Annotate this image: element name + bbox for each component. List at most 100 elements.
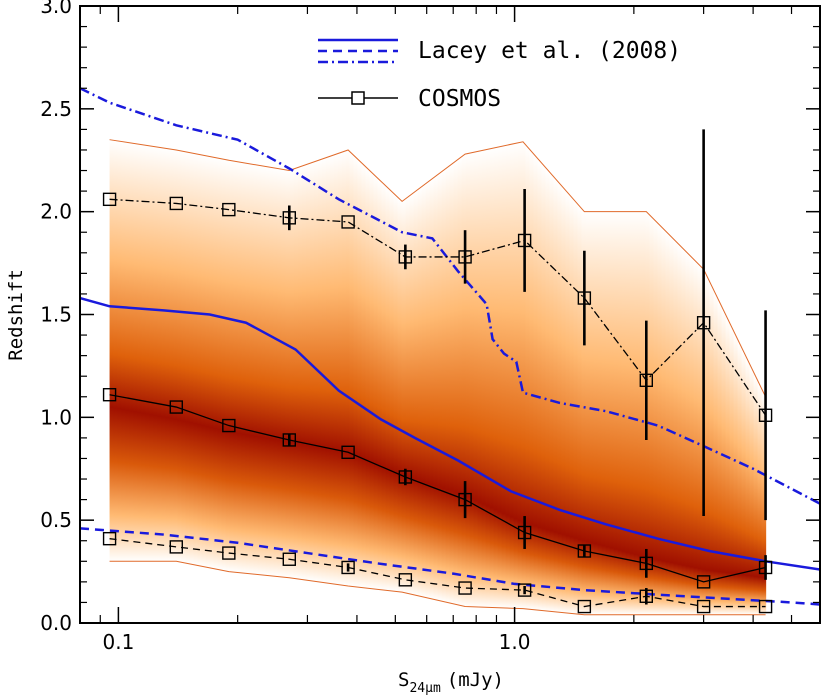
band-strip xyxy=(169,149,175,562)
band-strip xyxy=(489,148,495,608)
band-strip xyxy=(301,165,307,580)
band-strip xyxy=(145,145,151,562)
band-strip xyxy=(149,146,155,562)
y-tick-label: 1.0 xyxy=(40,405,72,429)
band-strip xyxy=(625,211,631,615)
band-strip xyxy=(341,151,347,586)
band-upper-edge xyxy=(109,139,767,397)
band-strip xyxy=(309,162,315,581)
distribution-band xyxy=(109,139,767,616)
band-strip xyxy=(729,326,735,615)
band-strip xyxy=(757,384,763,615)
band-strip xyxy=(685,253,691,615)
x-axis-title: S24μm (mJy) xyxy=(398,669,504,696)
band-strip xyxy=(173,149,179,562)
cosmos-lower-marker xyxy=(282,552,296,566)
band-strip xyxy=(125,142,131,562)
band-strip xyxy=(389,191,395,591)
y-tick-label: 2.0 xyxy=(40,200,72,224)
band-strip xyxy=(421,185,427,598)
band-strip xyxy=(401,200,407,593)
band-strip xyxy=(661,229,667,615)
cosmos-median-marker xyxy=(398,470,413,484)
band-strip xyxy=(621,211,627,615)
band-strip xyxy=(213,157,219,569)
band-strip xyxy=(541,165,547,611)
band-strip xyxy=(261,166,267,576)
band-strip xyxy=(545,169,551,612)
y-axis-label: Redshift xyxy=(5,269,27,361)
band-strip xyxy=(689,257,695,615)
model-lower-line xyxy=(80,527,820,606)
band-strip xyxy=(469,152,475,607)
band-strip xyxy=(205,156,211,568)
band-strip xyxy=(597,211,603,615)
cosmos-upper-marker xyxy=(169,196,183,211)
band-strip xyxy=(513,143,519,609)
series-lines xyxy=(80,87,820,608)
y-tick-label: 0.5 xyxy=(40,508,72,532)
y-tick-label: 3.0 xyxy=(40,0,72,18)
band-strip xyxy=(693,261,699,615)
band-strip xyxy=(749,367,755,615)
band-strip xyxy=(161,148,167,562)
band-strip xyxy=(745,359,751,615)
band-strip xyxy=(565,192,571,614)
cosmos-upper-marker xyxy=(696,316,711,330)
legend: Lacey et al. (2008) COSMOS xyxy=(318,38,681,112)
band-strip xyxy=(577,206,583,615)
band-strip xyxy=(269,167,275,576)
band-strip xyxy=(153,146,159,562)
band-strip xyxy=(285,170,291,578)
band-strip xyxy=(293,168,299,579)
band-strip xyxy=(649,216,655,615)
band-strip xyxy=(633,211,639,615)
cosmos-median-marker xyxy=(696,575,711,589)
band-strip xyxy=(645,212,651,615)
cosmos-median-marker xyxy=(458,492,472,507)
y-tick-label: 0.0 xyxy=(40,611,72,635)
band-strip xyxy=(525,146,531,610)
band-strip xyxy=(761,392,767,615)
band-strip xyxy=(429,179,435,599)
band-strip xyxy=(373,176,379,590)
band-strip xyxy=(585,211,591,615)
band-strip xyxy=(397,198,403,592)
band-strip xyxy=(409,194,415,595)
band-strip xyxy=(505,145,511,609)
x-axis-label-unit: (mJy) xyxy=(447,669,504,691)
band-strip xyxy=(461,155,467,607)
cosmos-median-marker xyxy=(577,544,592,558)
axis-ticks: 0.0 0.5 1.0 1.5 2.0 2.5 3.0 0.1 1.0 xyxy=(40,0,820,654)
cosmos-median-line xyxy=(109,394,766,583)
band-strip xyxy=(605,211,611,615)
band-strip xyxy=(681,249,687,615)
band-strip xyxy=(553,178,559,612)
band-strip xyxy=(617,211,623,615)
band-strip xyxy=(741,351,747,615)
y-tick-label: 1.5 xyxy=(40,303,72,327)
band-strip xyxy=(221,159,227,571)
cosmos-lower-marker xyxy=(639,589,654,603)
band-strip xyxy=(113,140,119,562)
band-strip xyxy=(277,168,283,577)
band-strip xyxy=(345,150,351,586)
band-strip xyxy=(529,151,535,610)
cosmos-upper-line xyxy=(109,198,767,416)
band-strip xyxy=(225,160,231,572)
band-strip xyxy=(193,153,199,566)
band-strip xyxy=(329,155,335,584)
band-strip xyxy=(185,152,191,564)
band-strip xyxy=(265,166,271,576)
band-strip xyxy=(601,211,607,615)
cosmos-median-marker xyxy=(758,560,773,575)
band-strip xyxy=(157,147,163,562)
band-strip xyxy=(641,211,647,615)
cosmos-median-marker xyxy=(222,418,236,433)
band-strip xyxy=(473,151,479,607)
band-strip xyxy=(481,150,487,608)
band-strip xyxy=(109,139,115,562)
cosmos-upper-marker xyxy=(517,233,532,248)
svg-text:S24μm(mJy): S24μm (mJy) xyxy=(398,669,504,696)
band-strip xyxy=(457,158,463,606)
